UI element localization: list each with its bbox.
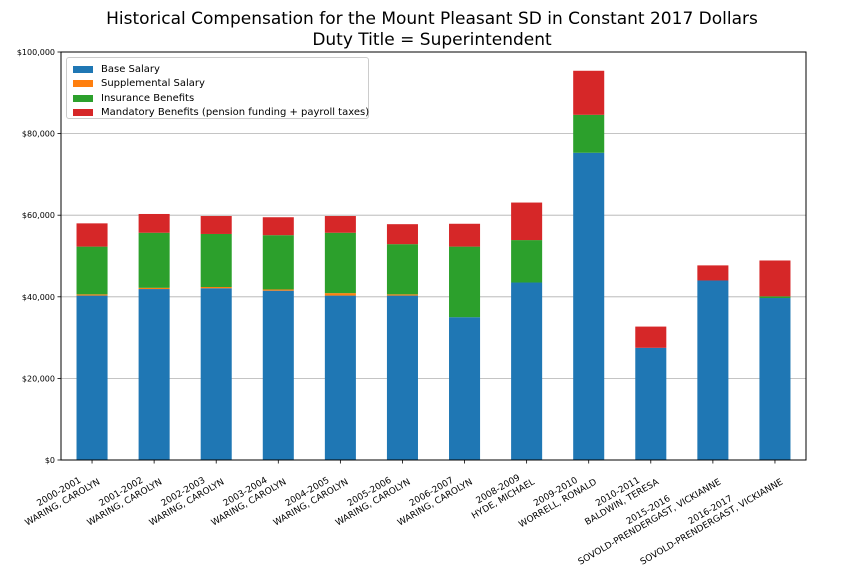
bar-segment-mandatory-benefits-pension-funding-payroll-taxes bbox=[138, 213, 170, 233]
bar-segment-supplemental-salary bbox=[76, 294, 108, 296]
bar-segment-mandatory-benefits-pension-funding-payroll-taxes bbox=[76, 223, 108, 247]
bar-segment-mandatory-benefits-pension-funding-payroll-taxes bbox=[697, 265, 729, 281]
bar-segment-base-salary bbox=[697, 280, 729, 460]
legend-item: Supplemental Salary bbox=[73, 77, 362, 92]
bar-segment-supplemental-salary bbox=[324, 293, 356, 296]
bar-segment-insurance-benefits bbox=[138, 232, 170, 288]
legend-item: Base Salary bbox=[73, 62, 362, 77]
y-tick-label: $0 bbox=[45, 456, 55, 465]
bar-segment-insurance-benefits bbox=[324, 232, 356, 294]
x-tick-label: 2008-2009HYDE, MICHAEL bbox=[465, 468, 537, 522]
bar-segment-base-salary bbox=[511, 282, 543, 460]
bar-segment-mandatory-benefits-pension-funding-payroll-taxes bbox=[386, 224, 418, 245]
bar-segment-base-salary bbox=[449, 317, 481, 460]
legend-label: Supplemental Salary bbox=[101, 78, 205, 90]
legend-swatch bbox=[73, 65, 93, 73]
y-tick-label: $20,000 bbox=[22, 374, 55, 383]
bar-segment-base-salary bbox=[573, 152, 605, 460]
bar-segment-mandatory-benefits-pension-funding-payroll-taxes bbox=[573, 70, 605, 115]
legend-label: Insurance Benefits bbox=[101, 92, 195, 104]
bar-segment-supplemental-salary bbox=[386, 294, 418, 296]
bar-segment-mandatory-benefits-pension-funding-payroll-taxes bbox=[759, 260, 791, 297]
bar-segment-mandatory-benefits-pension-funding-payroll-taxes bbox=[449, 223, 481, 247]
bar-segment-base-salary bbox=[76, 295, 108, 460]
bar-segment-base-salary bbox=[200, 288, 232, 460]
x-tick-label: 2006-2007WARING, CAROLYN bbox=[391, 468, 475, 529]
bars bbox=[76, 70, 791, 460]
bar-segment-insurance-benefits bbox=[200, 233, 232, 288]
legend-item: Insurance Benefits bbox=[73, 91, 362, 106]
bar-segment-insurance-benefits bbox=[511, 240, 543, 283]
chart-title: Historical Compensation for the Mount Pl… bbox=[106, 9, 758, 29]
bar-segment-base-salary bbox=[386, 295, 418, 460]
gridlines bbox=[61, 133, 806, 379]
legend-swatch bbox=[73, 94, 93, 102]
legend-swatch bbox=[73, 109, 93, 117]
legend-swatch bbox=[73, 80, 93, 88]
chart-legend: Base Salary Supplemental Salary Insurance … bbox=[66, 57, 369, 119]
y-tick-label: $40,000 bbox=[22, 293, 55, 302]
bar-segment-base-salary bbox=[324, 295, 356, 460]
y-tick-label: $80,000 bbox=[22, 130, 55, 139]
bar-segment-mandatory-benefits-pension-funding-payroll-taxes bbox=[200, 216, 232, 234]
chart-subtitle: Duty Title = Superintendent bbox=[312, 30, 552, 50]
bar-segment-insurance-benefits bbox=[759, 296, 791, 299]
bar-segment-mandatory-benefits-pension-funding-payroll-taxes bbox=[262, 217, 294, 236]
bar-segment-insurance-benefits bbox=[573, 114, 605, 153]
bar-segment-mandatory-benefits-pension-funding-payroll-taxes bbox=[324, 216, 356, 233]
bar-segment-base-salary bbox=[262, 290, 294, 460]
bar-segment-mandatory-benefits-pension-funding-payroll-taxes bbox=[511, 202, 543, 241]
bar-segment-insurance-benefits bbox=[386, 244, 418, 295]
x-axis: 2000-2001WARING, CAROLYN2001-2002WARING,… bbox=[24, 460, 785, 568]
y-axis: $0 $20,000 $40,000 $60,000 $80,000 $100,000 bbox=[17, 48, 61, 465]
bar-segment-mandatory-benefits-pension-funding-payroll-taxes bbox=[635, 326, 667, 348]
y-tick-label: $60,000 bbox=[22, 211, 55, 220]
legend-label: Mandatory Benefits (pension funding + pa… bbox=[101, 107, 370, 119]
bar-segment-insurance-benefits bbox=[76, 246, 108, 295]
bar-segment-base-salary bbox=[138, 289, 170, 460]
bar-segment-base-salary bbox=[635, 347, 667, 460]
plot-frame bbox=[60, 51, 807, 461]
bar-segment-insurance-benefits bbox=[449, 246, 481, 318]
bar-segment-insurance-benefits bbox=[262, 235, 294, 290]
bar-segment-supplemental-salary bbox=[262, 289, 294, 291]
bar-segment-supplemental-salary bbox=[200, 287, 232, 289]
legend-item: Mandatory Benefits (pension funding + pa… bbox=[73, 106, 369, 121]
y-tick-label: $100,000 bbox=[17, 48, 55, 57]
legend-label: Base Salary bbox=[101, 63, 160, 75]
bar-segment-supplemental-salary bbox=[138, 287, 170, 290]
bar-segment-base-salary bbox=[759, 298, 791, 460]
